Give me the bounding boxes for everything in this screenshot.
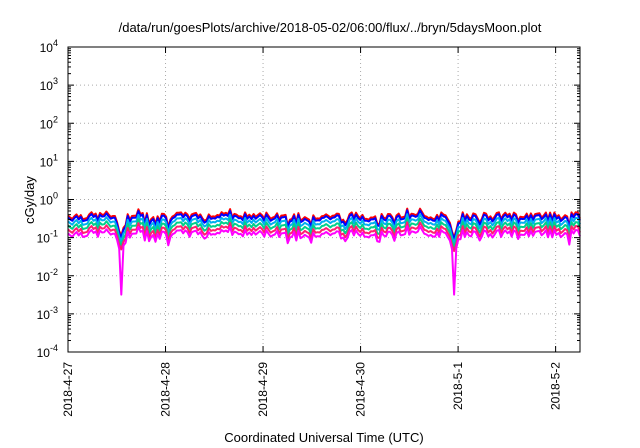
y-tick-label: 101 [40, 152, 58, 169]
y-tick-label: 103 [40, 76, 58, 93]
x-axis-label: Coordinated Universal Time (UTC) [224, 430, 423, 445]
x-tick-label: 2018-4-28 [159, 362, 173, 417]
series-line [67, 221, 581, 253]
x-tick-label: 2018-4-29 [256, 362, 270, 417]
x-tick-label: 2018-5-1 [451, 362, 465, 410]
y-tick-label: 104 [40, 38, 58, 55]
y-axis-label: cGy/day [22, 176, 37, 224]
x-axis-ticks: 2018-4-27 2018-4-28 2018-4-29 2018-4-30 2018… [61, 47, 563, 417]
series-line [67, 217, 581, 249]
y-tick-label: 102 [40, 114, 58, 131]
series-line [67, 213, 581, 244]
y-tick-label: 10-2 [37, 267, 58, 284]
x-tick-label: 2018-5-2 [549, 362, 563, 410]
series-line [67, 225, 581, 296]
series-lines [67, 207, 581, 296]
y-tick-label: 10-1 [37, 229, 58, 246]
chart-title: /data/run/goesPlots/archive/2018-05-02/0… [119, 20, 542, 35]
series-line [67, 209, 581, 241]
y-tick-label: 10-3 [37, 305, 58, 322]
x-tick-label: 2018-4-27 [61, 362, 75, 417]
y-tick-label: 100 [40, 191, 58, 208]
y-tick-label: 10-4 [37, 343, 58, 360]
x-tick-label: 2018-4-30 [354, 362, 368, 417]
grid-lines [68, 47, 580, 352]
